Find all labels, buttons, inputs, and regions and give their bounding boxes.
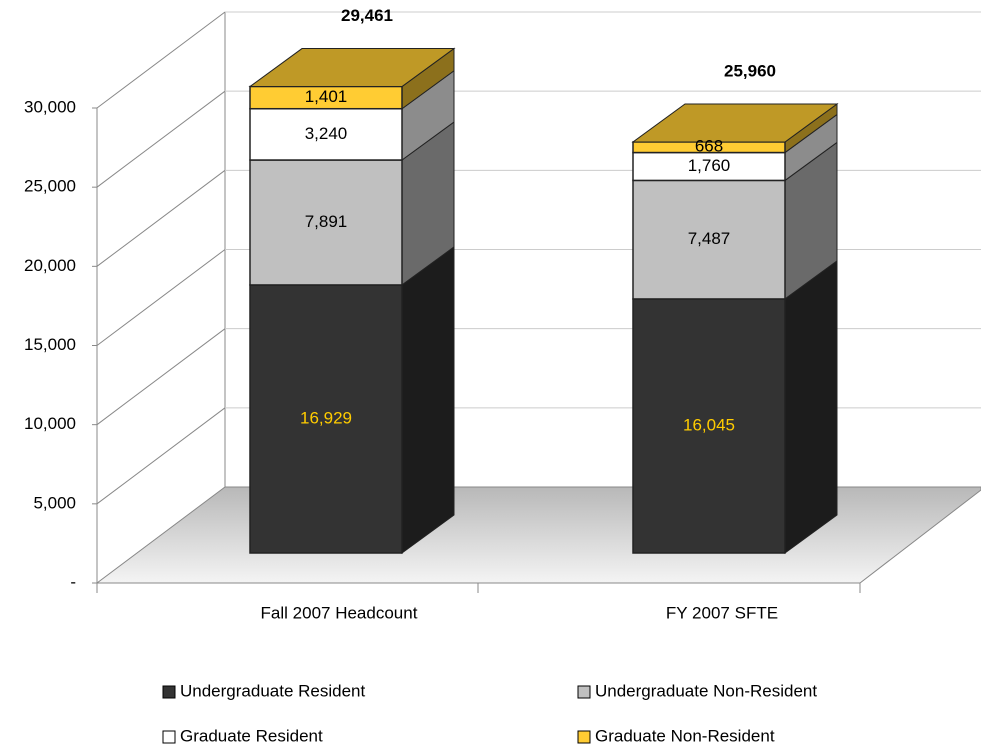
- legend-swatch: [162, 685, 176, 699]
- bar-segment: [632, 179, 786, 300]
- legend-label: Undergraduate Non-Resident: [595, 681, 817, 700]
- value-label: 668: [695, 137, 723, 156]
- value-label: 7,891: [305, 212, 348, 231]
- legend-swatch: [577, 730, 591, 744]
- y-tick-label: 15,000: [24, 335, 76, 354]
- bar-segment: [249, 107, 403, 161]
- bar-side: [401, 245, 455, 554]
- value-label: 3,240: [305, 124, 348, 143]
- value-label: 16,045: [683, 415, 735, 434]
- value-label: 1,760: [688, 156, 731, 175]
- bar-top: [631, 103, 839, 143]
- grid-line: [96, 169, 226, 267]
- grid-line: [96, 11, 226, 109]
- x-tick-label: FY 2007 SFTE: [666, 603, 778, 622]
- y-tick-label: 20,000: [24, 256, 76, 275]
- legend-swatch: [577, 685, 591, 699]
- grid-line: [96, 328, 226, 426]
- y-tick-label: 30,000: [24, 97, 76, 116]
- legend-swatch: [162, 730, 176, 744]
- bar-top: [248, 48, 456, 88]
- value-label: 16,929: [300, 408, 352, 427]
- legend-label: Graduate Non-Resident: [595, 726, 775, 745]
- legend-label: Undergraduate Resident: [180, 681, 366, 700]
- bar-segment: [632, 298, 786, 554]
- y-tick-label: 10,000: [24, 414, 76, 433]
- grid-line: [96, 407, 226, 505]
- value-label: 1,401: [305, 87, 348, 106]
- value-label: 7,487: [688, 229, 731, 248]
- y-tick-label: 25,000: [24, 177, 76, 196]
- x-tick-label: Fall 2007 Headcount: [261, 603, 418, 622]
- bar-side: [784, 259, 838, 554]
- y-tick-label: 5,000: [33, 493, 76, 512]
- floor: [95, 486, 981, 584]
- grid-line: [96, 90, 226, 188]
- bar-segment: [632, 151, 786, 182]
- y-tick-label: -: [70, 572, 76, 591]
- grid-line: [96, 249, 226, 346]
- total-label: 29,461: [341, 6, 393, 25]
- legend-label: Graduate Resident: [180, 726, 323, 745]
- total-label: 25,960: [724, 61, 776, 80]
